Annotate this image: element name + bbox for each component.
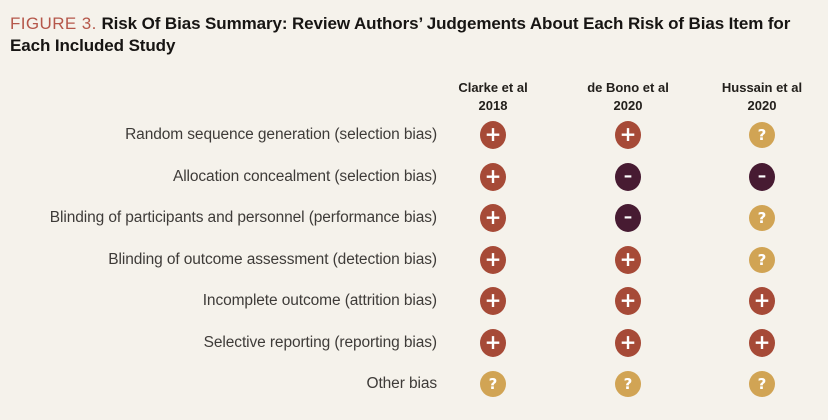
judgement-cell: + bbox=[549, 280, 707, 322]
risk-judgement-icon: + bbox=[615, 121, 641, 150]
risk-judgement-icon: – bbox=[615, 204, 641, 233]
study-name: Clarke et al bbox=[458, 80, 528, 96]
risk-judgement-icon: + bbox=[749, 328, 775, 357]
column-header-clarke: Clarke et al 2018 bbox=[437, 73, 549, 122]
study-year: 2020 bbox=[613, 98, 643, 114]
judgement-cell: + bbox=[707, 280, 817, 322]
judgement-cell: ? bbox=[707, 197, 817, 239]
risk-judgement-icon: ? bbox=[749, 205, 775, 232]
judgement-cell: ? bbox=[707, 239, 817, 281]
row-label-allocation-concealment: Allocation concealment (selection bias) bbox=[172, 167, 437, 185]
judgement-cell: + bbox=[437, 197, 549, 239]
judgement-cell: + bbox=[437, 239, 549, 281]
figure-number: FIGURE 3. bbox=[10, 14, 97, 33]
risk-judgement-icon: ? bbox=[749, 122, 775, 149]
risk-judgement-icon: + bbox=[480, 162, 506, 191]
risk-judgement-icon: + bbox=[480, 245, 506, 274]
judgement-cell: + bbox=[437, 322, 549, 364]
row-label-blinding-outcome-assessment: Blinding of outcome assessment (detectio… bbox=[108, 250, 437, 268]
judgement-cell: + bbox=[549, 322, 707, 364]
judgement-cell: + bbox=[549, 114, 707, 156]
risk-judgement-icon: – bbox=[615, 162, 641, 191]
row-label-blinding-participants-personnel: Blinding of participants and personnel (… bbox=[49, 209, 437, 227]
figure-caption: FIGURE 3. Risk Of Bias Summary: Review A… bbox=[0, 0, 826, 58]
study-name: Hussain et al bbox=[721, 80, 803, 96]
judgement-cell: ? bbox=[549, 363, 707, 405]
risk-judgement-icon: ? bbox=[749, 371, 775, 398]
risk-judgement-icon: – bbox=[749, 162, 775, 191]
risk-judgement-icon: + bbox=[615, 245, 641, 274]
risk-judgement-icon: + bbox=[480, 287, 506, 316]
judgement-cell: ? bbox=[707, 363, 817, 405]
risk-judgement-icon: + bbox=[615, 287, 641, 316]
row-label-incomplete-outcome: Incomplete outcome (attrition bias) bbox=[202, 292, 437, 310]
judgement-cell: + bbox=[549, 239, 707, 281]
column-header-debono: de Bono et al 2020 bbox=[549, 73, 707, 122]
judgement-cell: ? bbox=[707, 114, 817, 156]
judgement-cell: + bbox=[437, 156, 549, 198]
judgement-cell: ? bbox=[437, 363, 549, 405]
column-header-hussain: Hussain et al 2020 bbox=[707, 73, 817, 122]
judgement-cell: – bbox=[707, 156, 817, 198]
risk-judgement-icon: + bbox=[480, 204, 506, 233]
judgement-cell: – bbox=[549, 156, 707, 198]
risk-judgement-icon: ? bbox=[749, 246, 775, 273]
study-name: de Bono et al bbox=[587, 80, 669, 96]
study-year: 2018 bbox=[478, 98, 508, 114]
risk-of-bias-table: Clarke et al 2018 de Bono et al 2020 Hus… bbox=[0, 73, 828, 405]
judgement-cell: – bbox=[549, 197, 707, 239]
risk-judgement-icon: ? bbox=[480, 371, 506, 398]
judgement-cell: + bbox=[707, 322, 817, 364]
figure-title: Risk Of Bias Summary: Review Authors’ Ju… bbox=[10, 14, 791, 56]
judgement-cell: + bbox=[437, 280, 549, 322]
row-label-other-bias: Other bias bbox=[366, 375, 437, 393]
row-label-selective-reporting: Selective reporting (reporting bias) bbox=[203, 333, 437, 351]
risk-judgement-icon: + bbox=[480, 121, 506, 150]
study-year: 2020 bbox=[747, 98, 777, 114]
risk-judgement-icon: + bbox=[749, 287, 775, 316]
row-label-random-sequence-generation: Random sequence generation (selection bi… bbox=[125, 126, 437, 144]
judgement-cell: + bbox=[437, 114, 549, 156]
risk-judgement-icon: ? bbox=[615, 371, 641, 398]
risk-judgement-icon: + bbox=[615, 328, 641, 357]
risk-judgement-icon: + bbox=[480, 328, 506, 357]
